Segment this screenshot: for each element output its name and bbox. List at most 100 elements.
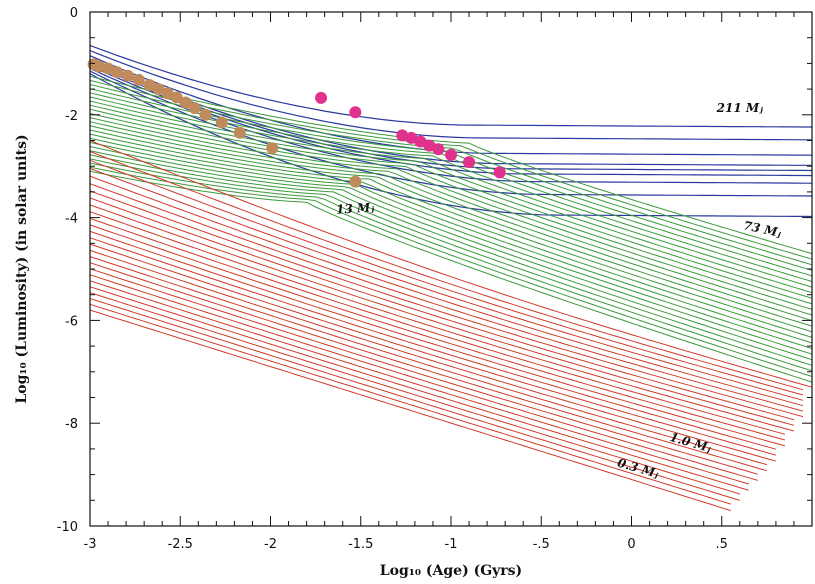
green-curve xyxy=(89,137,813,338)
y-tick-label: -10 xyxy=(57,520,78,535)
pink-point xyxy=(463,156,476,169)
green-curve xyxy=(89,170,813,383)
red-curve xyxy=(89,190,804,418)
red-curve xyxy=(89,224,786,441)
tan-point xyxy=(152,83,165,96)
axis-ticks-group xyxy=(89,11,813,527)
green-curve xyxy=(89,129,813,327)
x-tick-label: -1.5 xyxy=(348,537,373,552)
pink-point xyxy=(405,131,418,144)
red-curve xyxy=(89,274,758,481)
curve-annotation: 13 Mⱼ xyxy=(336,200,375,217)
red-curve xyxy=(89,211,795,432)
red-curve xyxy=(89,262,768,472)
green-curve xyxy=(89,113,813,305)
y-tick-label: -4 xyxy=(65,212,78,227)
green-curve xyxy=(89,158,813,366)
blue-curve xyxy=(89,73,813,218)
red-curve xyxy=(89,268,758,475)
red-curve xyxy=(89,280,749,485)
blue-curve xyxy=(89,49,812,141)
red-curve xyxy=(89,303,731,505)
red-curve xyxy=(89,309,731,512)
green-curve xyxy=(89,108,813,299)
curve-annotation: 1.0 Mⱼ xyxy=(668,430,713,455)
tan-point xyxy=(188,102,201,115)
green-curve xyxy=(89,117,813,310)
tick-labels-group: -3 -2.5 -2 -1.5 -1 -.5 0 .5 0 -2 -4 -6 -8 -10 xyxy=(57,6,728,552)
tan-point xyxy=(349,175,362,188)
scatter-points-group xyxy=(87,58,506,188)
red-curve xyxy=(89,249,777,462)
pink-point xyxy=(414,135,427,148)
green-curve xyxy=(89,166,813,377)
x-tick-label: -1 xyxy=(445,537,458,552)
red-curve xyxy=(89,140,813,388)
tan-point xyxy=(102,62,115,75)
green-curve xyxy=(89,75,813,255)
red-curve xyxy=(89,292,740,495)
red-curve xyxy=(89,197,795,421)
y-tick-label: -8 xyxy=(65,417,78,432)
tan-point xyxy=(121,69,134,82)
green-curve xyxy=(89,121,813,316)
blue-curve xyxy=(89,62,813,172)
blue-curve xyxy=(89,60,813,166)
red-curve xyxy=(89,204,795,426)
tan-point xyxy=(199,108,212,121)
x-axis-title: Log₁₀ (Age) (Gyrs) xyxy=(380,563,522,579)
green-curve xyxy=(89,146,813,350)
red-curve xyxy=(89,286,749,491)
red-curve xyxy=(89,168,804,401)
y-tick-label: -2 xyxy=(65,109,78,124)
x-tick-label: -3 xyxy=(84,537,97,552)
y-tick-label: -6 xyxy=(65,314,78,329)
curve-annotation: 211 Mⱼ xyxy=(716,101,764,115)
red-curve xyxy=(89,243,777,456)
blue-curve xyxy=(89,44,812,128)
tan-point xyxy=(215,116,228,129)
x-tick-label: -2.5 xyxy=(168,537,193,552)
red-curve xyxy=(89,256,768,466)
pink-point xyxy=(432,143,445,156)
curve-annotation: 73 Mⱼ xyxy=(742,218,782,240)
tan-point xyxy=(179,96,192,109)
green-curve xyxy=(89,100,813,288)
tan-point xyxy=(233,126,246,139)
x-tick-label: .5 xyxy=(716,537,728,552)
x-tick-label: 0 xyxy=(627,537,635,552)
pink-point xyxy=(423,139,436,152)
tan-point xyxy=(132,73,145,86)
y-axis-title: Log₁₀ (Luminosity) (in solar units) xyxy=(14,134,30,403)
green-curve xyxy=(89,150,813,355)
pink-point xyxy=(396,129,409,142)
green-curve xyxy=(89,96,813,282)
tan-point xyxy=(170,91,183,104)
pink-point xyxy=(445,148,457,161)
x-tick-label: -.5 xyxy=(533,537,550,552)
pink-point xyxy=(493,166,506,179)
green-curve xyxy=(89,154,813,361)
green-curve xyxy=(89,162,813,372)
tan-point xyxy=(266,142,279,155)
red-curve xyxy=(89,237,777,450)
pink-point xyxy=(349,106,362,119)
x-tick-label: -2 xyxy=(264,537,277,552)
green-curve xyxy=(89,133,813,333)
red-curve xyxy=(89,298,740,501)
pink-point xyxy=(315,91,328,104)
tan-point xyxy=(111,66,124,79)
tan-point xyxy=(93,60,106,73)
tan-point xyxy=(161,87,174,100)
green-curve xyxy=(89,104,813,294)
red-curve xyxy=(89,217,786,435)
y-tick-label: 0 xyxy=(70,6,78,21)
green-curve xyxy=(89,125,813,322)
red-curve xyxy=(89,159,804,396)
green-curve xyxy=(89,79,813,260)
red-curve xyxy=(89,230,786,447)
red-curves-group xyxy=(89,140,813,512)
red-curve xyxy=(89,151,804,391)
